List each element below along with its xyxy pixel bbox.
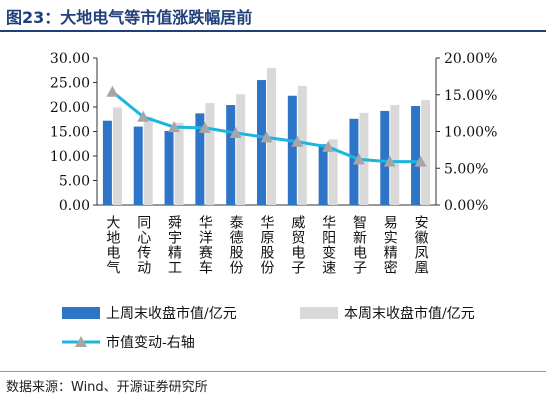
left-tick-label: 20.00 xyxy=(50,100,90,116)
category-label: 泰德股份 xyxy=(228,215,244,275)
change-marker xyxy=(260,131,273,143)
change-marker xyxy=(322,140,335,152)
category-label: 华原股份 xyxy=(259,215,275,275)
category-label: 华洋赛车 xyxy=(197,215,213,275)
bar-last-week xyxy=(164,131,174,205)
legend-label-change: 市值变动-右轴 xyxy=(106,334,195,351)
category-label: 舜宇精工 xyxy=(166,215,182,275)
source-divider xyxy=(0,371,546,372)
legend-marker-change xyxy=(75,336,87,347)
change-marker xyxy=(352,153,365,165)
change-marker xyxy=(106,85,119,97)
legend-label-this-week: 本周末收盘市值/亿元 xyxy=(344,305,475,322)
bar-last-week xyxy=(349,118,359,205)
legend-label-last-week: 上周末收盘市值/亿元 xyxy=(106,305,237,322)
bar-this-week xyxy=(236,94,246,205)
bar-last-week xyxy=(133,126,143,205)
bar-this-week xyxy=(421,100,431,205)
change-marker xyxy=(291,135,304,147)
bar-last-week xyxy=(287,95,297,205)
title-divider xyxy=(0,30,546,32)
right-tick-label: 0.00% xyxy=(444,198,488,214)
change-marker xyxy=(137,110,150,122)
change-marker xyxy=(383,155,396,167)
legend-swatch-last-week xyxy=(62,307,100,319)
bar-this-week xyxy=(174,122,184,205)
change-line xyxy=(111,90,421,164)
left-tick-label: 0.00 xyxy=(59,198,90,214)
chart-title: 图23：大地电气等市值涨跌幅居前 xyxy=(6,8,253,27)
category-label: 智新电子 xyxy=(351,215,367,275)
bar-this-week xyxy=(267,67,276,205)
change-marker xyxy=(198,121,211,133)
left-tick-label: 25.00 xyxy=(50,76,90,92)
left-tick-label: 10.00 xyxy=(50,149,90,165)
bar-last-week xyxy=(380,110,390,205)
bar-last-week xyxy=(226,105,236,205)
chart-canvas: 0.00 5.00 10.00 15.00 20.00 25.00 30.00 0.00% 5.… xyxy=(50,51,497,351)
bar-last-week xyxy=(102,120,112,205)
source-note: 数据来源：Wind、开源证券研究所 xyxy=(6,380,208,395)
right-tick-label: 10.00% xyxy=(444,125,497,141)
left-tick-label: 5.00 xyxy=(59,174,90,190)
category-label: 大地电气 xyxy=(104,215,120,275)
change-marker xyxy=(229,126,242,138)
bar-last-week xyxy=(411,106,421,205)
category-label: 威贸电子 xyxy=(289,215,305,275)
bar-this-week xyxy=(112,107,122,205)
bar-this-week xyxy=(205,103,215,205)
category-label: 同心传动 xyxy=(135,215,151,275)
legend-swatch-this-week xyxy=(300,307,338,319)
bar-last-week xyxy=(257,80,266,205)
bar-this-week xyxy=(143,117,153,205)
right-tick-label: 20.00% xyxy=(444,51,497,67)
bar-last-week xyxy=(318,144,328,205)
change-marker xyxy=(168,121,181,133)
category-label: 易实精密 xyxy=(382,215,398,275)
bar-this-week xyxy=(328,139,338,205)
bar-this-week xyxy=(390,105,400,205)
category-label: 华阳变速 xyxy=(320,215,336,275)
category-label: 安徽凤凰 xyxy=(413,215,429,275)
change-marker xyxy=(414,155,427,167)
bar-last-week xyxy=(195,113,205,205)
left-tick-label: 15.00 xyxy=(50,125,90,141)
right-tick-label: 5.00% xyxy=(444,161,488,177)
left-tick-label: 30.00 xyxy=(50,51,90,67)
right-tick-label: 15.00% xyxy=(444,88,497,104)
